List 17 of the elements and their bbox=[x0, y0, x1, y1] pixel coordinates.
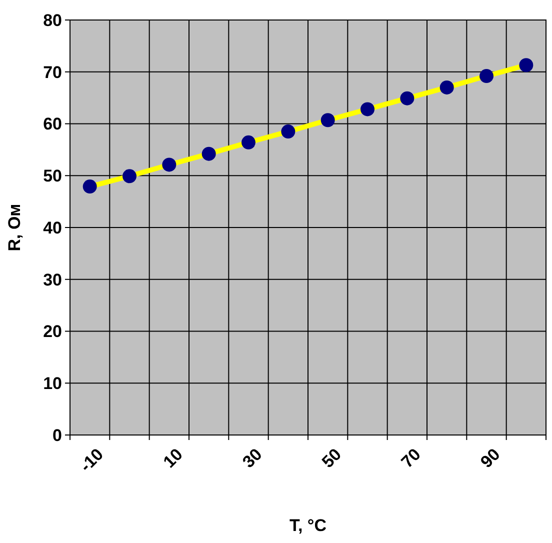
y-tick-label: 50 bbox=[43, 166, 62, 186]
y-tick-label: 80 bbox=[43, 10, 62, 30]
y-tick-label: 0 bbox=[52, 426, 62, 445]
y-tick-label: 40 bbox=[43, 218, 62, 238]
y-tick-label: 60 bbox=[43, 114, 62, 134]
x-tick-label: -10 bbox=[76, 444, 108, 476]
x-tick-label: 90 bbox=[476, 444, 504, 472]
x-tick-label: 50 bbox=[318, 444, 346, 472]
x-axis-title: T, °C bbox=[289, 516, 327, 535]
y-tick-label: 70 bbox=[43, 62, 62, 82]
y-tick-label: 10 bbox=[43, 374, 62, 394]
y-axis-title: R, Ом bbox=[5, 204, 24, 252]
x-tick-label: 10 bbox=[160, 444, 186, 472]
y-tick-label: 30 bbox=[43, 270, 62, 290]
x-tick-label: 70 bbox=[398, 444, 424, 472]
y-tick-label: 20 bbox=[43, 322, 62, 342]
x-tick-label: 30 bbox=[238, 444, 266, 472]
